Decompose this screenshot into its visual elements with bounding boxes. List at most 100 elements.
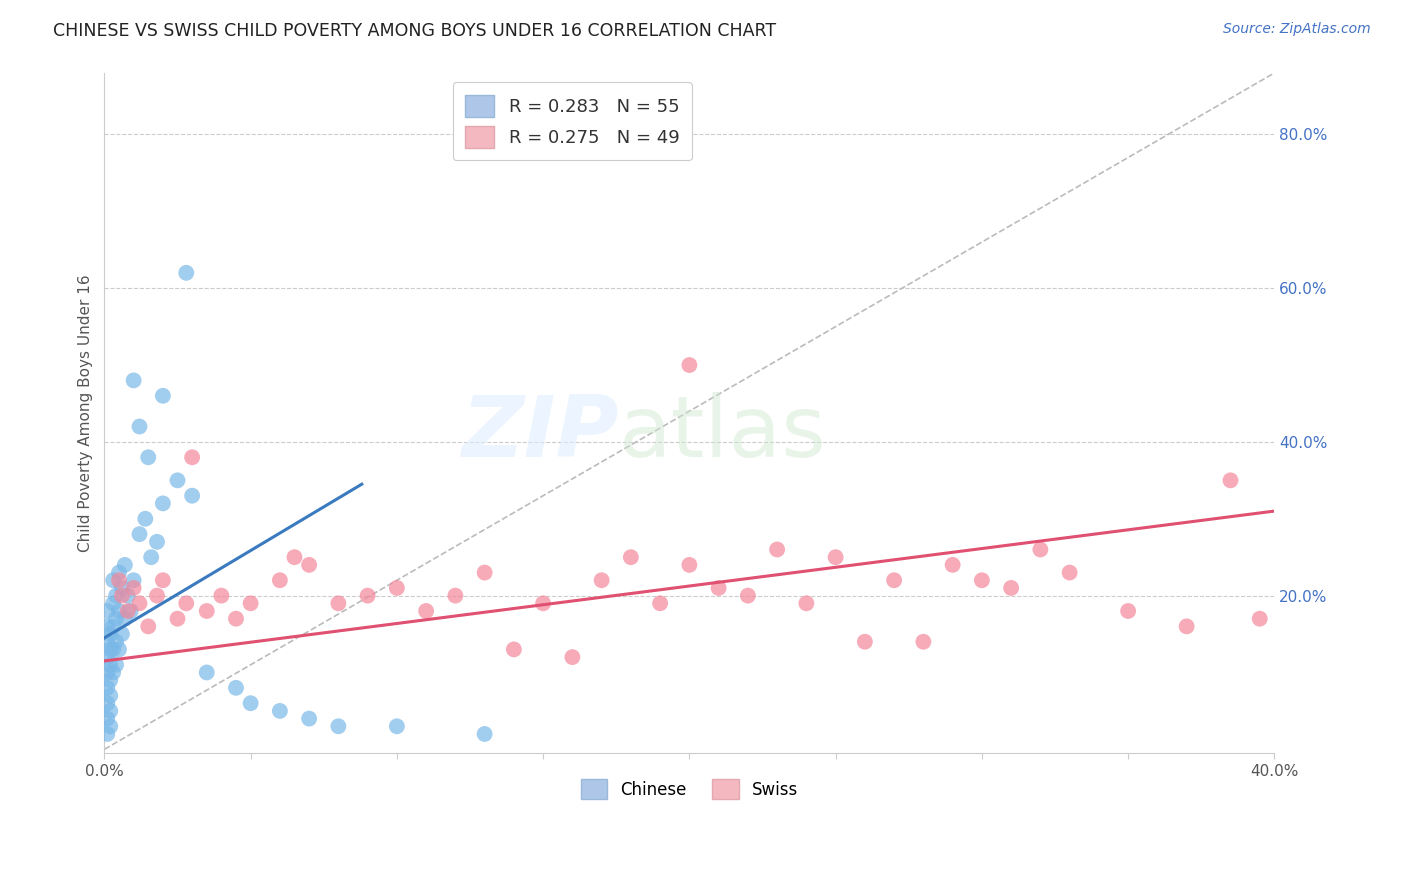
Point bbox=[122, 574, 145, 588]
Point bbox=[707, 581, 730, 595]
Point bbox=[101, 619, 124, 633]
Point bbox=[98, 673, 121, 688]
Point bbox=[111, 627, 134, 641]
Point bbox=[385, 719, 408, 733]
Point bbox=[136, 450, 159, 465]
Point bbox=[174, 596, 197, 610]
Point bbox=[195, 665, 218, 680]
Point bbox=[101, 574, 124, 588]
Point bbox=[108, 604, 131, 618]
Point bbox=[502, 642, 524, 657]
Point bbox=[96, 665, 118, 680]
Point bbox=[298, 558, 321, 572]
Point bbox=[415, 604, 437, 618]
Point bbox=[1059, 566, 1081, 580]
Point bbox=[108, 642, 131, 657]
Point bbox=[181, 450, 204, 465]
Point bbox=[96, 604, 118, 618]
Point bbox=[152, 496, 174, 510]
Text: ZIP: ZIP bbox=[461, 392, 619, 475]
Text: CHINESE VS SWISS CHILD POVERTY AMONG BOYS UNDER 16 CORRELATION CHART: CHINESE VS SWISS CHILD POVERTY AMONG BOY… bbox=[53, 22, 776, 40]
Point bbox=[128, 419, 150, 434]
Point bbox=[146, 589, 169, 603]
Point bbox=[298, 712, 321, 726]
Point bbox=[108, 574, 131, 588]
Point bbox=[152, 574, 174, 588]
Point bbox=[128, 596, 150, 610]
Point bbox=[98, 627, 121, 641]
Point bbox=[141, 550, 163, 565]
Point bbox=[96, 712, 118, 726]
Point bbox=[166, 473, 188, 487]
Point bbox=[970, 574, 993, 588]
Point bbox=[105, 589, 128, 603]
Point bbox=[98, 704, 121, 718]
Point bbox=[146, 534, 169, 549]
Point bbox=[101, 665, 124, 680]
Point bbox=[678, 358, 700, 372]
Point bbox=[134, 512, 156, 526]
Point bbox=[328, 596, 350, 610]
Point bbox=[474, 566, 496, 580]
Point bbox=[105, 634, 128, 648]
Point bbox=[96, 619, 118, 633]
Point bbox=[96, 634, 118, 648]
Point bbox=[114, 612, 136, 626]
Point bbox=[796, 596, 818, 610]
Legend: Chinese, Swiss: Chinese, Swiss bbox=[571, 769, 808, 809]
Point bbox=[678, 558, 700, 572]
Point bbox=[239, 696, 262, 710]
Point bbox=[474, 727, 496, 741]
Point bbox=[111, 581, 134, 595]
Point bbox=[96, 681, 118, 695]
Point bbox=[111, 589, 134, 603]
Point bbox=[120, 604, 142, 618]
Point bbox=[108, 566, 131, 580]
Point bbox=[531, 596, 554, 610]
Point bbox=[1219, 473, 1241, 487]
Point bbox=[883, 574, 905, 588]
Point bbox=[105, 612, 128, 626]
Point bbox=[1175, 619, 1198, 633]
Point bbox=[96, 727, 118, 741]
Point bbox=[136, 619, 159, 633]
Point bbox=[105, 657, 128, 672]
Point bbox=[122, 581, 145, 595]
Point bbox=[942, 558, 965, 572]
Point bbox=[181, 489, 204, 503]
Point bbox=[1116, 604, 1139, 618]
Point bbox=[122, 373, 145, 387]
Point bbox=[561, 650, 583, 665]
Point bbox=[98, 657, 121, 672]
Text: atlas: atlas bbox=[619, 392, 827, 475]
Point bbox=[283, 550, 305, 565]
Point bbox=[98, 642, 121, 657]
Point bbox=[269, 704, 291, 718]
Point bbox=[853, 634, 876, 648]
Point bbox=[114, 558, 136, 572]
Point bbox=[650, 596, 672, 610]
Point bbox=[444, 589, 467, 603]
Point bbox=[166, 612, 188, 626]
Point bbox=[1029, 542, 1052, 557]
Point bbox=[101, 642, 124, 657]
Point bbox=[98, 689, 121, 703]
Point bbox=[152, 389, 174, 403]
Point bbox=[737, 589, 759, 603]
Point bbox=[225, 612, 247, 626]
Point bbox=[912, 634, 935, 648]
Point bbox=[239, 596, 262, 610]
Point bbox=[1000, 581, 1022, 595]
Point bbox=[96, 696, 118, 710]
Point bbox=[1249, 612, 1271, 626]
Point bbox=[356, 589, 378, 603]
Point bbox=[328, 719, 350, 733]
Point bbox=[174, 266, 197, 280]
Point bbox=[766, 542, 789, 557]
Point bbox=[195, 604, 218, 618]
Point bbox=[96, 650, 118, 665]
Y-axis label: Child Poverty Among Boys Under 16: Child Poverty Among Boys Under 16 bbox=[79, 274, 93, 552]
Point bbox=[128, 527, 150, 541]
Point bbox=[117, 604, 139, 618]
Point bbox=[269, 574, 291, 588]
